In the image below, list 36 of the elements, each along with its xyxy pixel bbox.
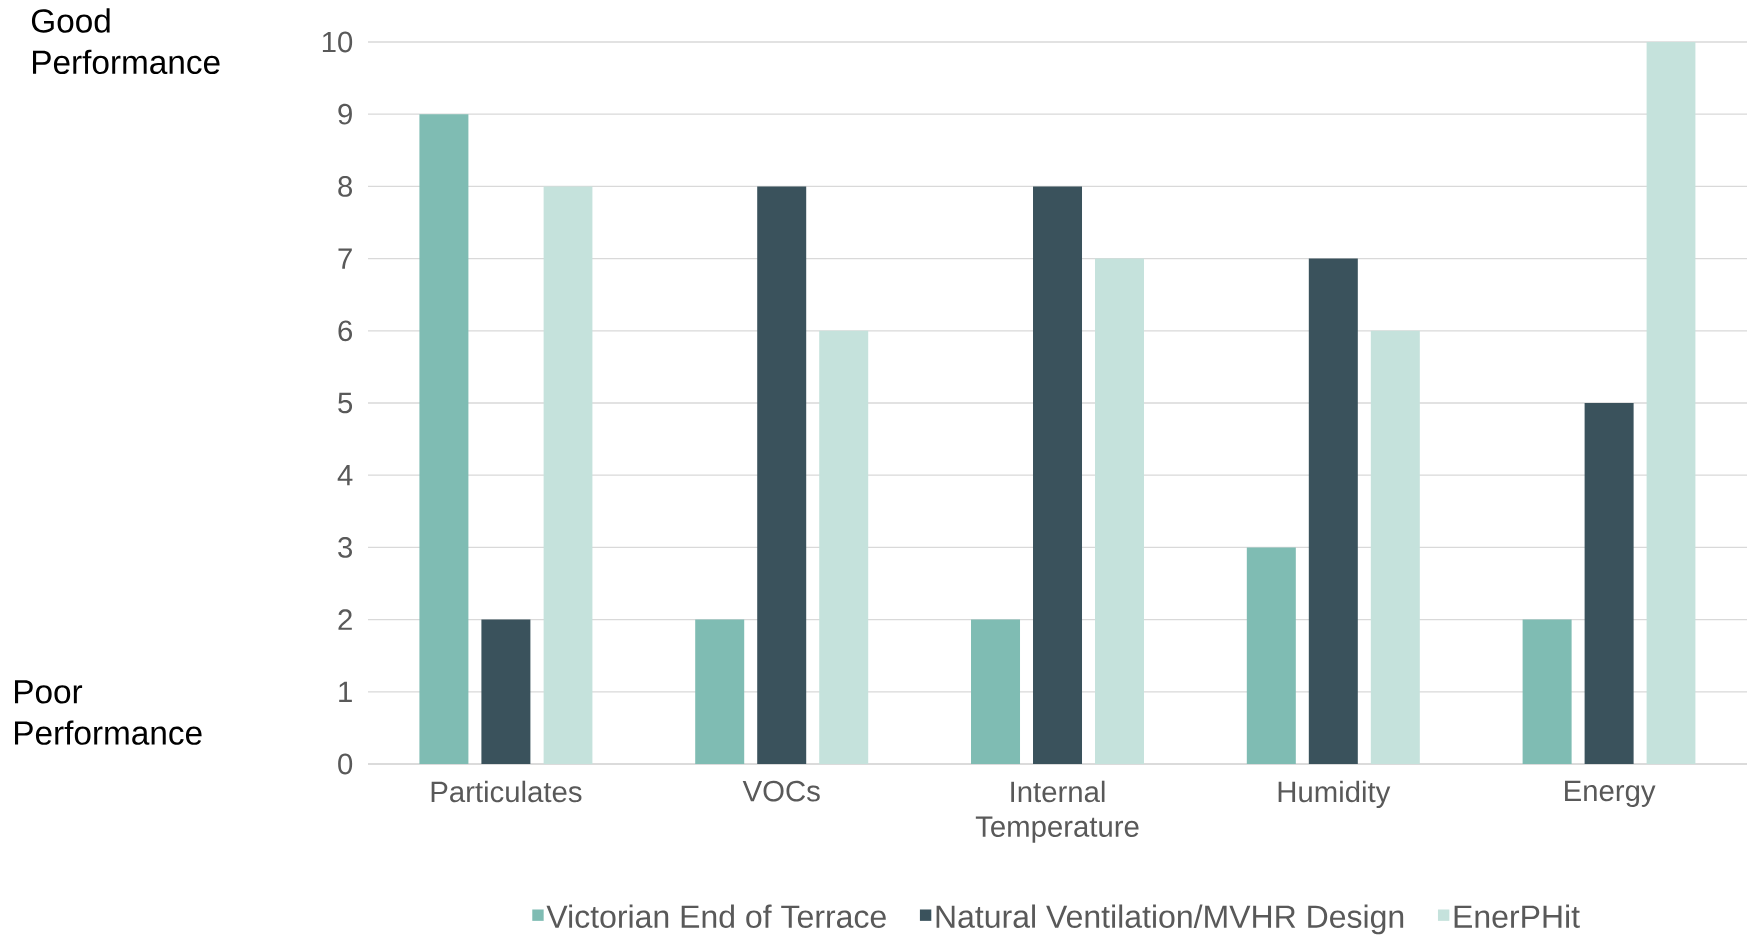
legend-label: Natural Ventilation/MVHR Design — [936, 904, 1404, 935]
bar — [1095, 258, 1145, 764]
bar — [1646, 41, 1696, 764]
y-tick-label: 3 — [338, 537, 353, 558]
y-tick-label: 7 — [338, 248, 352, 269]
y-tick-label: 2 — [338, 609, 352, 630]
text: Good Performance — [31, 8, 220, 75]
x-tick-label: Internal Temperature — [975, 780, 1139, 843]
bar — [1370, 330, 1420, 764]
bar — [543, 186, 593, 764]
legend-label: Victorian End of Terrace — [546, 904, 886, 928]
y-tick-label: 1 — [339, 681, 352, 702]
text: Poor Performance — [15, 680, 202, 745]
y-tick-label: 9 — [338, 103, 352, 125]
legend-label: EnerPHit — [1454, 904, 1580, 928]
y-tick-label: 10 — [322, 31, 353, 53]
bar — [819, 330, 869, 764]
bar — [757, 186, 807, 764]
y-tick-label: 0 — [338, 753, 353, 775]
bar — [1246, 547, 1296, 764]
x-tick-label: Particulates — [431, 780, 582, 803]
y-tick-label: 8 — [338, 176, 353, 197]
x-tick-label: Humidity — [1278, 780, 1391, 809]
y-tick-label: 5 — [338, 392, 353, 414]
y-tick-label: 4 — [337, 465, 353, 486]
bar — [481, 619, 531, 764]
x-tick-label: VOCs — [742, 780, 820, 802]
bar — [1033, 186, 1083, 764]
bar — [971, 619, 1021, 764]
bar — [1308, 258, 1358, 764]
x-tick-label: Energy — [1565, 780, 1656, 807]
y-tick-label: 6 — [338, 320, 353, 342]
bar — [1584, 403, 1634, 764]
bar — [695, 619, 745, 764]
bar — [419, 114, 469, 764]
bar — [1522, 619, 1572, 764]
